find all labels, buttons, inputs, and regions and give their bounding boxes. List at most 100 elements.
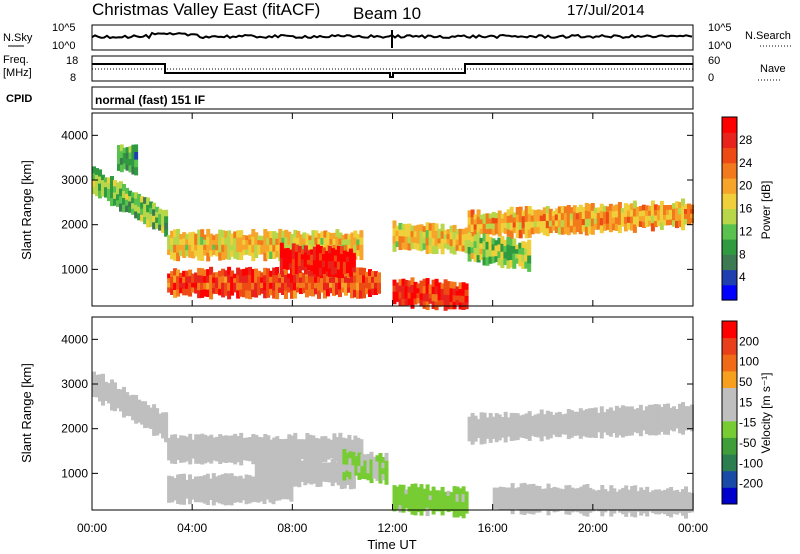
heatmap-cell [281, 439, 286, 445]
noise-right-label: N.Search [745, 30, 791, 42]
heatmap-cell [350, 439, 355, 445]
heatmap-cell [224, 244, 229, 253]
heatmap-cell [492, 492, 497, 499]
heatmap-cell [220, 474, 225, 483]
heatmap-cell [272, 448, 277, 456]
heatmap-cell [603, 500, 608, 507]
heatmap-cell [170, 482, 175, 490]
heatmap-cell [314, 448, 319, 455]
heatmap-cell [312, 253, 317, 261]
heatmap-cell [371, 282, 375, 290]
heatmap-cell [356, 244, 361, 251]
heatmap-cell [182, 282, 187, 290]
heatmap-cell [185, 489, 189, 495]
heatmap-cell [395, 498, 400, 505]
heatmap-cell [593, 415, 598, 424]
heatmap-cell [170, 276, 175, 284]
heatmap-cell [260, 240, 265, 246]
heatmap-cell [482, 233, 487, 242]
heatmap-cell [641, 204, 646, 211]
heatmap-cell [155, 206, 160, 213]
heatmap-cell [260, 453, 265, 462]
colorbar-swatch [722, 208, 737, 225]
heatmap-cell [675, 418, 679, 424]
heatmap-cell [98, 374, 102, 382]
heatmap-cell [482, 249, 487, 258]
heatmap-cell [392, 220, 397, 229]
heatmap-cell [152, 404, 157, 413]
heatmap-cell [321, 462, 326, 468]
heatmap-cell [485, 218, 490, 225]
heatmap-cell [491, 432, 496, 439]
heatmap-cell [191, 439, 196, 445]
heatmap-cell [245, 290, 250, 299]
cpid-label: CPID [6, 93, 32, 105]
heatmap-cell [248, 239, 253, 246]
colorbar-swatch [722, 470, 737, 488]
heatmap-cell [128, 196, 133, 203]
heatmap-cell [602, 426, 607, 433]
heatmap-cell [299, 439, 304, 445]
heatmap-cell [684, 418, 688, 425]
heatmap-cell [330, 472, 335, 480]
heatmap-cell [254, 268, 259, 277]
heatmap-cell [176, 438, 181, 444]
heatmap-cell [461, 295, 466, 304]
heatmap-cell [615, 505, 620, 511]
heatmap-cell [443, 501, 448, 507]
heatmap-cell [500, 214, 505, 220]
heatmap-cell [221, 455, 226, 463]
heatmap-cell [212, 277, 217, 284]
heatmap-cell [672, 203, 676, 210]
heatmap-cell [663, 419, 667, 428]
heatmap-cell [536, 419, 541, 426]
heatmap-cell [431, 493, 436, 501]
heatmap-cell [239, 237, 244, 246]
heatmap-cell [473, 254, 478, 262]
heatmap-cell [605, 415, 610, 423]
heatmap-cell [428, 284, 433, 290]
heatmap-cell [149, 423, 154, 429]
heatmap-cell [602, 218, 607, 225]
heatmap-cell [206, 442, 211, 450]
heatmap-cell [196, 476, 201, 484]
heatmap-cell [476, 216, 481, 225]
heatmap-cell [503, 426, 508, 435]
heatmap-cell [179, 244, 184, 251]
heatmap-cell [419, 299, 424, 307]
heatmap-cell [197, 252, 202, 261]
heatmap-cell [575, 213, 580, 220]
heatmap-cell [182, 232, 187, 239]
heatmap-cell [578, 430, 583, 439]
heatmap-cell [566, 205, 571, 213]
heatmap-cell [687, 423, 691, 430]
heatmap-cell [155, 421, 160, 429]
heatmap-cell [345, 453, 350, 460]
heatmap-cell [263, 469, 268, 476]
heatmap-cell [294, 470, 299, 479]
heatmap-cell [170, 237, 175, 246]
heatmap-cell [268, 476, 273, 484]
heatmap-cell [479, 254, 484, 261]
heatmap-cell [672, 496, 677, 503]
heatmap-cell [611, 223, 616, 231]
heatmap-cell [672, 507, 677, 514]
heatmap-cell [611, 205, 616, 213]
heatmap-cell [572, 423, 577, 430]
heatmap-cell [395, 291, 400, 298]
heatmap-cell [635, 420, 640, 428]
heatmap-cell [170, 455, 175, 464]
heatmap-cell [113, 403, 117, 412]
heatmap-cell [98, 169, 102, 178]
heatmap-cell [241, 489, 246, 495]
heatmap-cell [537, 492, 542, 500]
heatmap-cell [419, 293, 424, 301]
freq-left-label-2: [MHz] [3, 67, 32, 79]
heatmap-cell [107, 397, 111, 404]
heatmap-cell [356, 267, 360, 276]
heatmap-cell [303, 259, 308, 268]
heatmap-cell [690, 213, 694, 219]
heatmap-cell [479, 248, 484, 255]
heatmap-cell [149, 201, 154, 209]
heatmap-cell [104, 395, 108, 401]
